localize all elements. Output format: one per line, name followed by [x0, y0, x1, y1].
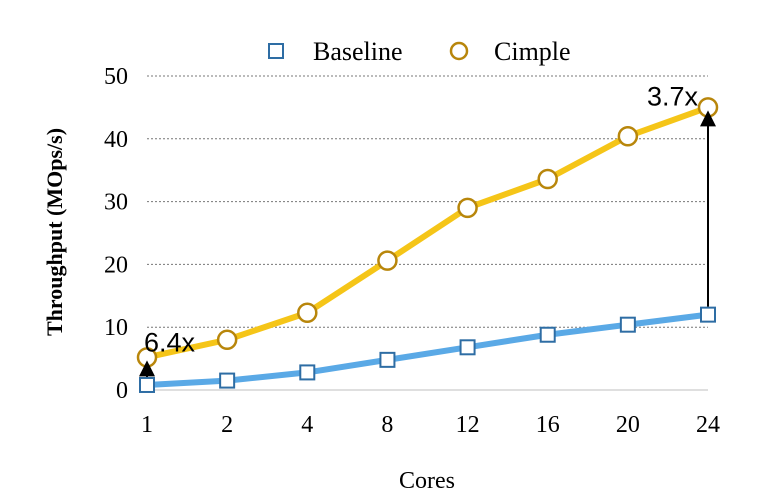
x-tick-label: 24 — [696, 412, 720, 438]
speedup-label: 3.7x — [647, 81, 699, 111]
y-axis-label: Throughput (MOps/s) — [42, 128, 67, 336]
x-tick-label: 16 — [536, 412, 560, 438]
data-point-cimple — [377, 250, 398, 271]
legend-marker-baseline — [268, 43, 284, 59]
x-tick-label: 2 — [221, 412, 233, 438]
gridlines — [147, 75, 708, 328]
x-tick-label: 1 — [141, 412, 153, 438]
data-point-baseline — [539, 326, 556, 343]
y-tick-label: 0 — [116, 378, 128, 404]
x-tick-label: 8 — [381, 412, 393, 438]
legend-label: Baseline — [313, 37, 403, 66]
y-tick-label: 40 — [104, 127, 128, 153]
speedup-label: 6.4x — [144, 327, 196, 357]
data-point-baseline — [379, 351, 396, 368]
x-tick-label: 20 — [616, 412, 640, 438]
data-point-baseline — [219, 372, 236, 389]
x-tick-label: 4 — [301, 412, 313, 438]
legend-label: Cimple — [494, 37, 571, 66]
data-point-cimple — [457, 197, 478, 219]
legend: Baseline Cimple — [268, 37, 571, 66]
y-tick-label: 50 — [104, 64, 128, 90]
y-tick-label: 20 — [104, 252, 128, 278]
y-axis: 0 10 20 30 40 50 — [104, 64, 128, 404]
data-point-baseline — [139, 376, 155, 393]
y-tick-label: 30 — [104, 190, 128, 216]
series-line-baseline — [144, 311, 711, 388]
series-group — [136, 97, 719, 393]
data-point-baseline — [619, 316, 636, 333]
y-tick-label: 10 — [104, 315, 128, 341]
annotations: 6.4x 3.7x — [139, 81, 716, 377]
x-axis-label: Cores — [399, 468, 455, 494]
x-axis: 1 2 4 8 12 16 20 24 — [141, 389, 720, 438]
data-point-cimple — [537, 168, 558, 190]
legend-marker-cimple — [449, 41, 469, 61]
data-point-baseline — [299, 364, 316, 381]
data-point-baseline — [700, 306, 716, 323]
data-point-baseline — [459, 339, 476, 356]
data-point-cimple — [216, 329, 238, 351]
data-point-cimple — [617, 126, 639, 147]
data-point-cimple — [297, 302, 318, 324]
series-line-cimple — [144, 104, 711, 361]
data-point-cimple — [697, 97, 719, 118]
x-tick-label: 12 — [456, 412, 480, 438]
